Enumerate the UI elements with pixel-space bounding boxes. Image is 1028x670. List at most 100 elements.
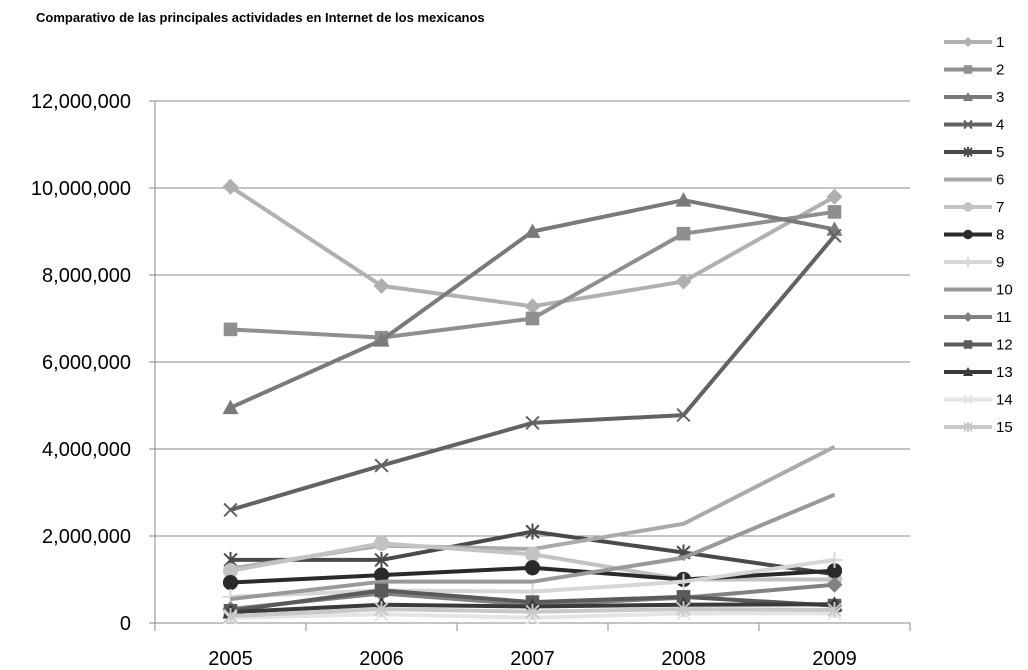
legend-item: 10: [944, 282, 1013, 299]
legend-label: 10: [996, 282, 1013, 299]
data-point: [222, 563, 239, 579]
data-point: [223, 502, 238, 518]
data-point: [223, 322, 238, 337]
data-point: [963, 229, 973, 240]
legend-item: 4: [944, 117, 1004, 134]
legend-item: 7: [944, 199, 1004, 216]
legend-label: 5: [996, 144, 1004, 161]
data-point: [525, 415, 540, 431]
data-point: [826, 188, 843, 205]
data-point: [525, 603, 540, 620]
data-point: [963, 202, 973, 212]
data-point: [223, 608, 238, 625]
data-point: [525, 523, 540, 540]
legend-item: 13: [944, 364, 1013, 381]
series-3: [222, 192, 843, 415]
data-point: [222, 178, 239, 195]
x-tick-label: 2005: [208, 648, 253, 670]
legend-item: 11: [944, 309, 1012, 326]
data-point: [826, 563, 843, 579]
legend-label: 4: [996, 117, 1004, 134]
data-point: [524, 560, 541, 576]
y-tick-label: 8,000,000: [42, 265, 131, 287]
legend-label: 15: [996, 419, 1013, 436]
y-axis-ticks: 0 2,000,000 4,000,000 6,000,000 8,000,000 10,…: [31, 91, 131, 635]
legend-item: 5: [944, 144, 1004, 161]
legend-item: 14: [944, 392, 1013, 409]
data-point: [524, 223, 541, 238]
data-point: [524, 298, 541, 315]
series-15: [223, 601, 842, 625]
series-4: [223, 228, 842, 518]
data-point: [373, 535, 390, 551]
y-tick-label: 4,000,000: [42, 439, 131, 461]
data-point: [963, 119, 973, 130]
series-line: [229, 234, 837, 512]
legend-item: 2: [944, 62, 1004, 79]
series-line: [230, 492, 836, 602]
data-point: [676, 407, 691, 423]
legend-item: 3: [944, 89, 1004, 106]
legend-item: 12: [944, 337, 1013, 354]
gridlines: [149, 100, 910, 537]
data-point: [826, 576, 843, 593]
data-point: [676, 601, 691, 618]
data-point: [222, 574, 239, 591]
y-tick-label: 2,000,000: [42, 526, 131, 548]
data-point: [675, 192, 692, 207]
legend-label: 11: [996, 309, 1012, 326]
legend-label: 6: [996, 172, 1004, 189]
y-tick-label: 6,000,000: [42, 352, 131, 374]
data-point: [963, 92, 973, 101]
data-point: [374, 551, 389, 568]
data-point: [963, 65, 973, 74]
legend-label: 9: [996, 254, 1004, 271]
y-tick-label: 10,000,000: [31, 178, 131, 200]
axes: [149, 101, 911, 631]
legend-label: 1: [996, 34, 1004, 51]
data-point: [524, 546, 541, 562]
data-point: [675, 273, 692, 290]
data-point: [827, 205, 842, 219]
legend-label: 2: [996, 62, 1004, 79]
series-line: [229, 185, 836, 309]
series-group: [222, 178, 843, 625]
x-axis-ticks: 2005 2006 2007 2008 2009: [208, 648, 857, 670]
x-tick-label: 2009: [812, 648, 857, 670]
y-tick-label: 12,000,000: [31, 91, 131, 113]
legend-label: 12: [996, 337, 1013, 354]
chart-title: Comparativo de las principales actividad…: [36, 10, 485, 25]
data-point: [963, 37, 973, 47]
legend-label: 13: [996, 364, 1013, 381]
data-point: [963, 394, 973, 405]
x-tick-label: 2007: [510, 648, 555, 670]
legend-item: 6: [944, 172, 1004, 189]
data-point: [826, 551, 843, 568]
data-point: [963, 147, 973, 157]
data-point: [963, 312, 973, 322]
legend-label: 14: [996, 392, 1013, 409]
data-point: [675, 573, 692, 590]
data-point: [373, 277, 390, 294]
data-point: [827, 228, 842, 243]
y-tick-label: 0: [120, 613, 131, 635]
data-point: [373, 332, 390, 347]
series-10: [230, 492, 836, 602]
x-tick-label: 2008: [661, 648, 706, 670]
data-point: [373, 567, 390, 583]
data-point: [525, 311, 540, 326]
data-point: [222, 399, 239, 415]
legend-item: 15: [944, 419, 1013, 436]
data-point: [827, 601, 842, 618]
data-point: [963, 340, 973, 349]
data-point: [963, 367, 973, 376]
data-point: [374, 601, 389, 618]
legend-label: 8: [996, 227, 1004, 244]
legend-label: 7: [996, 199, 1004, 216]
legend-item: 9: [944, 254, 1004, 271]
legend-item: 8: [944, 227, 1004, 244]
data-point: [963, 422, 973, 432]
data-point: [374, 583, 389, 598]
